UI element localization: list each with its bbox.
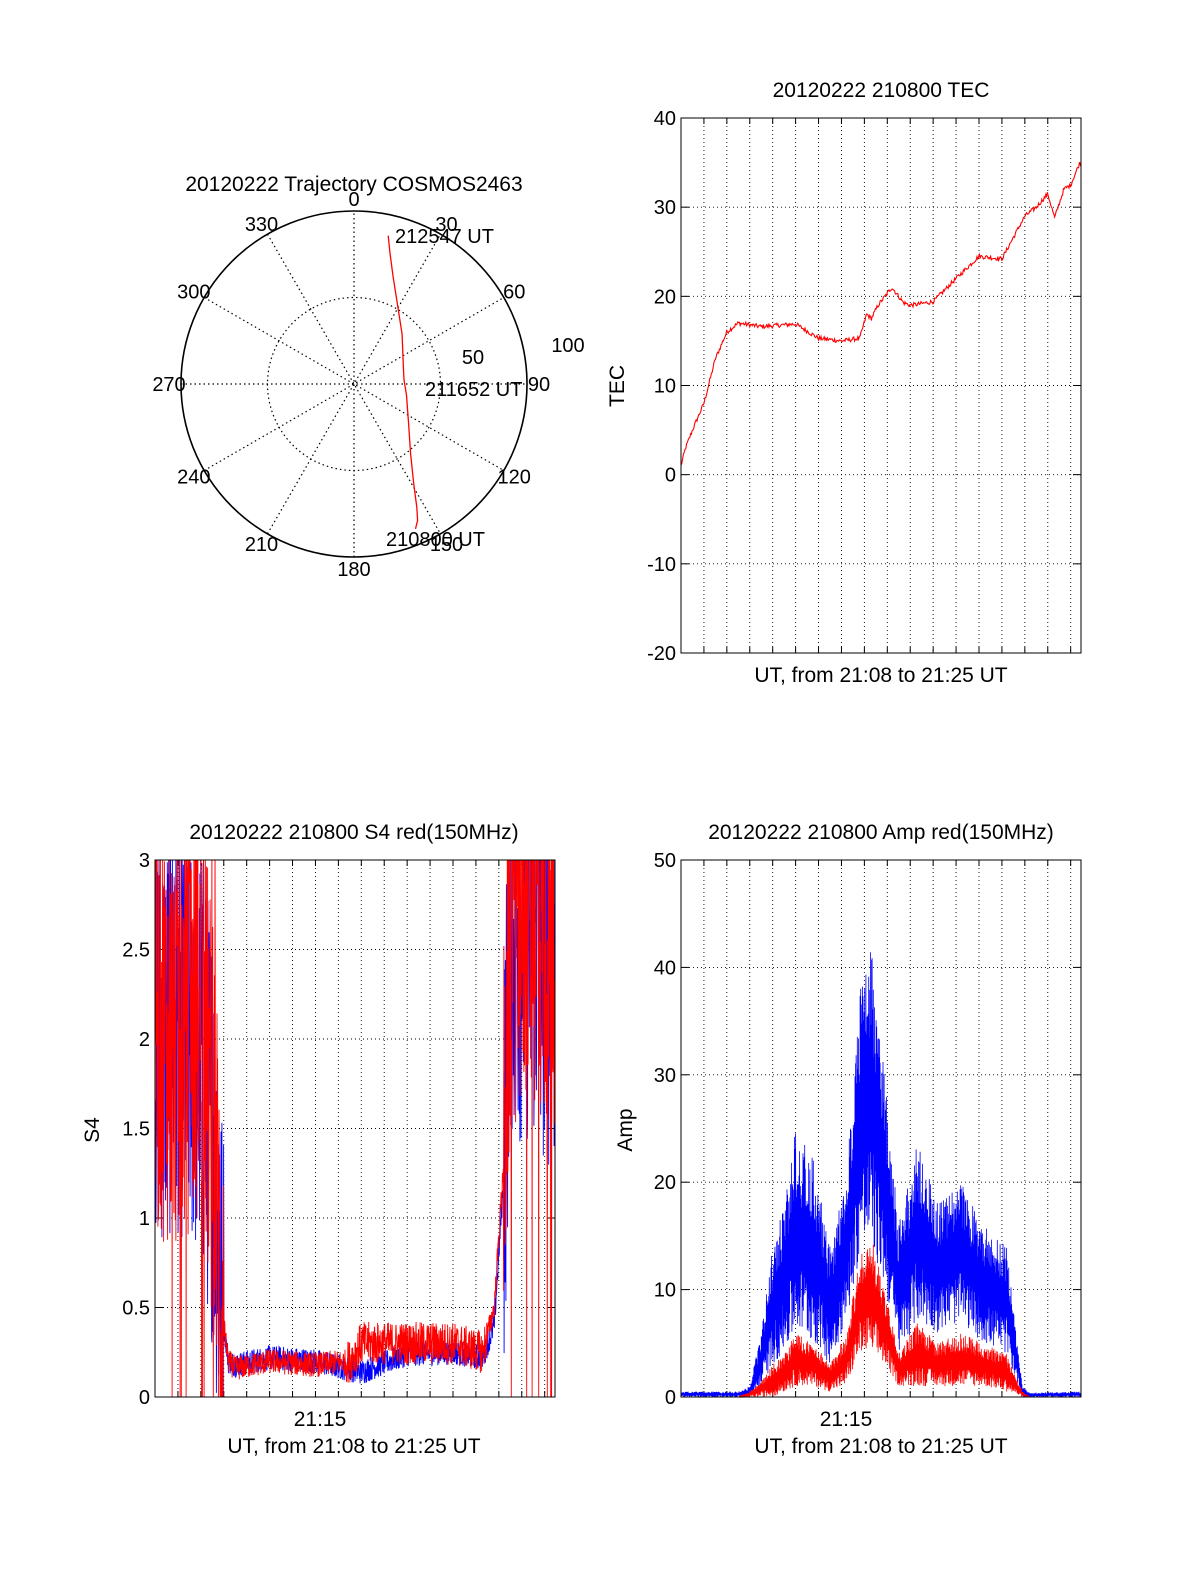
ytick-label: 40 bbox=[654, 957, 676, 979]
tec-ylabel: TEC bbox=[606, 365, 629, 407]
ytick-label: 2 bbox=[139, 1029, 150, 1051]
ytick-label: 0 bbox=[665, 465, 676, 487]
polar-spoke bbox=[203, 296, 505, 472]
polar-angle-label: 180 bbox=[337, 559, 370, 581]
trajectory-line bbox=[387, 235, 419, 530]
ytick-label: 0.5 bbox=[122, 1298, 150, 1320]
ytick-label: 1 bbox=[139, 1208, 150, 1230]
s4-title: 20120222 210800 S4 red(150MHz) bbox=[189, 821, 518, 844]
ytick-label: 0 bbox=[665, 1387, 676, 1409]
polar-radius-labels: 50 100 bbox=[462, 335, 585, 369]
ytick-label: 1.5 bbox=[122, 1119, 150, 1141]
s4-xtick-label: 21:15 bbox=[294, 1408, 347, 1431]
tec-frame bbox=[680, 117, 1082, 654]
amp-chart: 20120222 210800 Amp red(150MHz) 21:15 UT… bbox=[614, 821, 1082, 1458]
amp-ytick-labels: 0 10 20 30 40 50 bbox=[654, 850, 676, 1409]
s4-series-line bbox=[155, 860, 555, 1397]
polar-grid bbox=[180, 210, 528, 558]
ytick-label: 0 bbox=[139, 1387, 150, 1409]
amp-frame bbox=[680, 859, 1082, 1398]
tec-title: 20120222 210800 TEC bbox=[773, 79, 990, 102]
polar-angle-label: 300 bbox=[177, 282, 210, 304]
polar-angle-label: 0 bbox=[348, 189, 359, 211]
polar-spoke bbox=[266, 233, 442, 535]
ytick-label: 30 bbox=[654, 197, 676, 219]
ytick-label: 3 bbox=[139, 850, 150, 872]
ytick-label: 10 bbox=[654, 376, 676, 398]
amp-series-line bbox=[680, 952, 1082, 1398]
ytick-label: 50 bbox=[654, 850, 676, 872]
ytick-label: 20 bbox=[654, 286, 676, 308]
amp-xtick-label: 21:15 bbox=[820, 1408, 873, 1431]
amp-ylabel: Amp bbox=[614, 1108, 637, 1151]
tec-xlabel: UT, from 21:08 to 21:25 UT bbox=[754, 664, 1007, 687]
ytick-label: -10 bbox=[647, 554, 676, 576]
polar-title: 20120222 Trajectory COSMOS2463 bbox=[185, 173, 522, 196]
polar-angle-label: 150 bbox=[430, 534, 463, 556]
annotation-start-time: 210800 UT bbox=[386, 529, 485, 551]
ytick-label: 20 bbox=[654, 1172, 676, 1194]
tec-series bbox=[680, 161, 1082, 466]
annotation-end-time: 212547 UT bbox=[395, 226, 494, 248]
polar-trajectory-chart: 20120222 Trajectory COSMOS2463 0 30 60 90 12… bbox=[152, 173, 584, 581]
amp-series bbox=[680, 952, 1082, 1398]
polar-angle-label: 330 bbox=[245, 214, 278, 236]
s4-frame bbox=[154, 859, 556, 1398]
s4-chart: 20120222 210800 S4 red(150MHz) 21:15 UT,… bbox=[81, 821, 556, 1458]
annotation-mid-time: 211652 UT bbox=[425, 379, 522, 401]
polar-radius-label: 50 bbox=[462, 347, 484, 369]
s4-series-group bbox=[155, 860, 555, 1397]
tec-ytick-labels: -20 -10 0 10 20 30 40 bbox=[647, 108, 676, 665]
polar-spoke bbox=[203, 296, 505, 472]
polar-angle-label: 60 bbox=[503, 282, 525, 304]
s4-ytick-labels: 0 0.5 1 1.5 2 2.5 3 bbox=[122, 850, 150, 1409]
polar-spoke bbox=[266, 233, 442, 535]
s4-series bbox=[155, 860, 555, 1397]
ytick-label: 2.5 bbox=[122, 940, 150, 962]
polar-angle-label: 270 bbox=[152, 374, 185, 396]
tec-grid bbox=[681, 117, 1081, 654]
amp-xlabel: UT, from 21:08 to 21:25 UT bbox=[754, 1435, 1007, 1458]
s4-ylabel: S4 bbox=[81, 1117, 104, 1143]
s4-series-line bbox=[155, 860, 555, 1397]
polar-radius-label: 100 bbox=[551, 335, 584, 357]
tec-chart: 20120222 210800 TEC UT, from 21:08 to 21… bbox=[606, 79, 1082, 687]
tec-series-line bbox=[680, 161, 1082, 466]
polar-angle-label: 210 bbox=[245, 534, 278, 556]
polar-angle-labels: 0 30 60 90 120 150 180 210 240 270 300 330 bbox=[152, 189, 550, 581]
amp-title: 20120222 210800 Amp red(150MHz) bbox=[708, 821, 1054, 844]
polar-angle-label: 120 bbox=[498, 467, 531, 489]
polar-angle-label: 240 bbox=[177, 467, 210, 489]
s4-grid bbox=[155, 859, 555, 1398]
ytick-label: 40 bbox=[654, 108, 676, 130]
polar-angle-label: 30 bbox=[435, 214, 457, 236]
polar-angle-label: 90 bbox=[528, 374, 550, 396]
ytick-label: 30 bbox=[654, 1065, 676, 1087]
polar-ring-50 bbox=[266, 296, 442, 472]
amp-series-line bbox=[681, 1244, 1081, 1398]
s4-xlabel: UT, from 21:08 to 21:25 UT bbox=[227, 1435, 480, 1458]
ytick-label: 10 bbox=[654, 1280, 676, 1302]
ytick-label: -20 bbox=[647, 643, 676, 665]
